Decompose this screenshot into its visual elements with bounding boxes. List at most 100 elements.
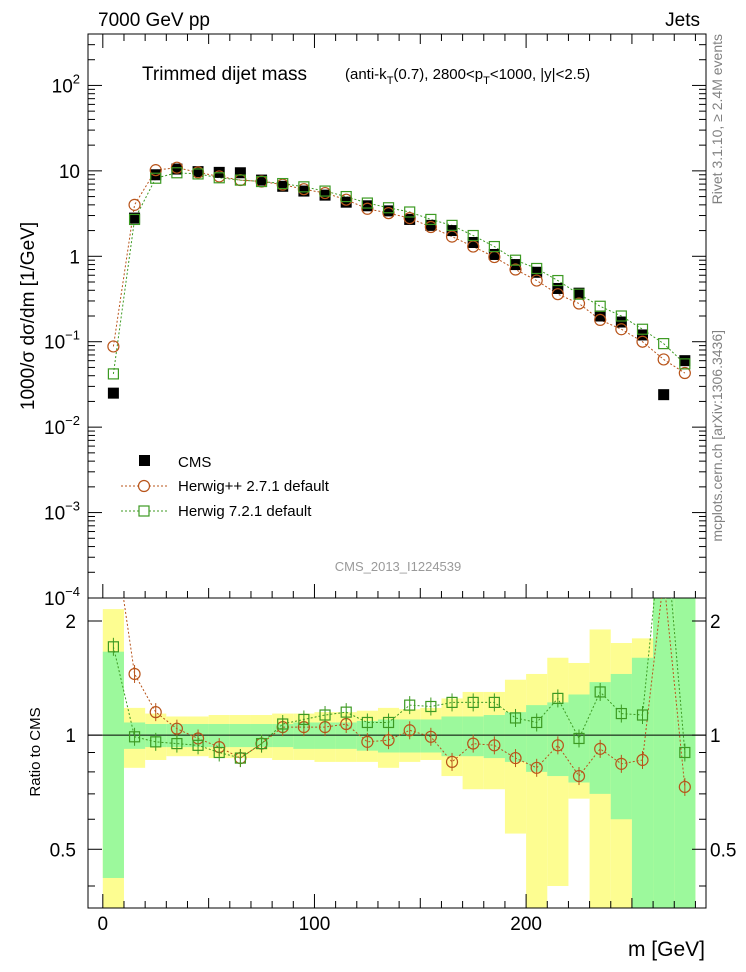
main-point-cms <box>107 387 119 399</box>
main-point-herwigpp <box>361 202 374 215</box>
ratio-point-herwig7 <box>298 713 310 726</box>
ratio-y-tick-label-right: 1 <box>710 726 721 747</box>
ratio-point-herwig7 <box>615 707 627 720</box>
main-point-herwig7 <box>509 254 522 266</box>
main-point-herwig7 <box>298 181 310 193</box>
main-point-herwig7 <box>531 262 543 275</box>
legend-label-cms: CMS <box>178 454 211 471</box>
main-point-herwigpp <box>678 366 691 380</box>
legend-marker-cms <box>139 455 150 466</box>
ratio-point-herwig7 <box>509 712 522 724</box>
main-point-herwig7 <box>255 175 268 188</box>
main-point-herwigpp <box>551 288 564 301</box>
main-point-herwigpp <box>572 297 586 310</box>
ratio-inner-band <box>335 722 357 749</box>
main-point-herwigpp <box>594 313 607 327</box>
ratio-point-herwigpp <box>488 739 501 752</box>
main-point-herwig7 <box>488 240 500 253</box>
main-point-cms <box>319 189 331 201</box>
rivet-version-label: Rivet 3.1.10, ≥ 2.4M events <box>709 34 725 204</box>
ratio-inner-band <box>610 673 632 820</box>
ratio-point-herwig7 <box>531 716 543 729</box>
ratio-y-label: Ratio to CMS <box>27 707 44 796</box>
header-left: 7000 GeV pp <box>98 10 210 31</box>
ratio-inner-band <box>589 682 611 794</box>
main-point-herwig7 <box>594 300 606 312</box>
ratio-point-herwig7 <box>573 732 585 745</box>
ratio-point-herwigpp <box>572 769 586 783</box>
main-y-tick-label: 10−2 <box>44 413 80 439</box>
main-x-axis <box>102 34 696 598</box>
main-point-cms <box>594 310 606 322</box>
main-y-tick-label: 10−1 <box>44 328 80 354</box>
main-point-herwig7 <box>361 197 373 209</box>
ratio-point-herwigpp <box>594 742 607 755</box>
ratio-inner-band <box>102 651 124 878</box>
main-point-herwig7 <box>150 172 162 184</box>
main-point-herwig7 <box>658 338 670 350</box>
main-y-label: 1000/σ dσ/dm [1/GeV] <box>18 222 39 410</box>
ratio-point-herwigpp <box>149 706 162 719</box>
ratio-point-herwig7 <box>192 739 204 751</box>
main-series-group <box>107 161 691 401</box>
ratio-y-tick-label: 2 <box>65 612 76 633</box>
main-point-cms <box>573 287 585 299</box>
ratio-point-herwig7 <box>552 692 564 705</box>
legend: CMS Herwig++ 2.7.1 default Herwig 7.2.1 … <box>121 454 330 520</box>
legend-marker-herwig7 <box>138 505 150 517</box>
main-point-herwigpp <box>530 274 543 287</box>
main-line-herwig7 <box>112 172 686 374</box>
ratio-point-herwig7 <box>382 716 395 729</box>
main-point-cms <box>488 248 500 260</box>
ratio-point-herwig7 <box>213 746 225 759</box>
subtitle-sub-2: T <box>483 75 490 87</box>
ratio-line-herwigpp <box>122 598 686 788</box>
main-point-cms <box>467 237 479 249</box>
ratio-point-herwig7 <box>488 696 500 709</box>
subtitle-sub-1: T <box>387 75 394 87</box>
ratio-point-herwig7 <box>234 752 246 764</box>
main-point-cms <box>425 219 437 231</box>
main-point-herwig7 <box>277 177 289 190</box>
x-axis-label: m [GeV] <box>628 938 705 961</box>
ratio-point-herwigpp <box>636 753 649 767</box>
ratio-series-group <box>107 598 691 796</box>
main-point-herwig7 <box>107 368 119 380</box>
ratio-y-axis: 0.5 0.5 1 1 2 2 <box>50 612 736 887</box>
ratio-point-herwig7 <box>340 706 352 718</box>
main-point-herwig7 <box>192 168 204 180</box>
main-y-tick-label: 1 <box>69 247 80 268</box>
subtitle-part-2: (0.7), 2800<p <box>393 66 483 83</box>
ratio-point-herwigpp <box>382 734 395 747</box>
main-point-herwigpp <box>615 323 628 336</box>
main-point-herwig7 <box>213 172 225 184</box>
header-right: Jets <box>665 10 700 31</box>
ratio-point-herwig7 <box>446 696 458 709</box>
ratio-point-herwig7 <box>319 709 331 721</box>
main-point-herwig7 <box>467 229 479 242</box>
main-point-cms <box>234 167 246 179</box>
main-point-cms <box>298 185 310 197</box>
main-line-herwigpp <box>112 167 686 374</box>
x-tick-label: 100 <box>299 914 331 935</box>
ratio-point-herwigpp <box>445 755 459 769</box>
legend-label-herwig7: Herwig 7.2.1 default <box>178 503 312 520</box>
main-point-herwig7 <box>552 274 564 287</box>
ratio-y-tick-label: 1 <box>65 726 76 747</box>
ratio-point-herwig7 <box>107 641 119 653</box>
chart-subtitle: (anti-kT(0.7), 2800<pT<1000, |y|<2.5) <box>345 66 590 87</box>
main-point-cms <box>658 389 670 401</box>
legend-label-herwigpp: Herwig++ 2.7.1 default <box>178 478 330 495</box>
main-y-tick-label: 10−4 <box>44 584 80 610</box>
main-point-herwig7 <box>128 213 141 226</box>
main-point-herwigpp <box>403 211 416 225</box>
ratio-point-herwigpp <box>128 667 141 681</box>
main-point-herwig7 <box>171 167 183 179</box>
ratio-point-herwig7 <box>636 709 649 721</box>
ratio-point-herwig7 <box>128 731 141 743</box>
ratio-plot-frame <box>87 597 707 909</box>
main-y-axis: 102 10 1 10−1 10−2 10−3 10−4 <box>44 33 706 610</box>
ratio-inner-band <box>653 598 675 908</box>
main-y-tick-label: 102 <box>52 71 80 97</box>
